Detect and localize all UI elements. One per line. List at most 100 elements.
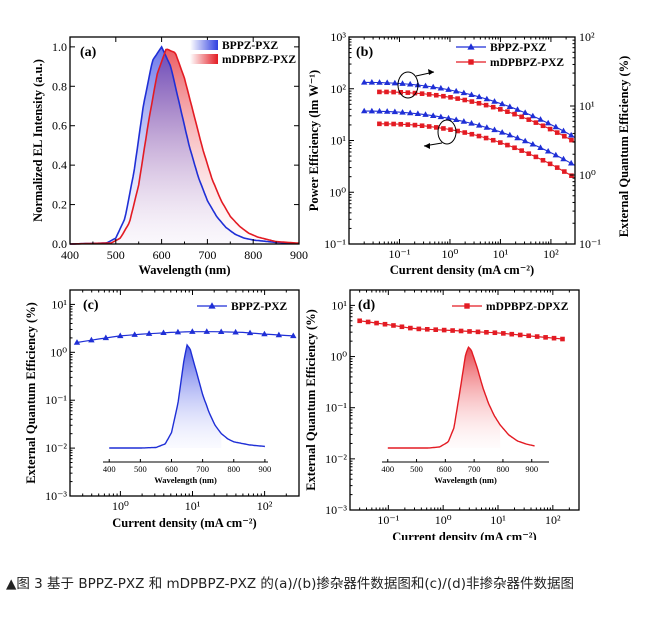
point-mDPBPZ-PXZ PE: [562, 169, 567, 174]
point-mDPBPZ-DPXZ: [391, 323, 396, 328]
inset-spectrum: [109, 343, 266, 449]
point-BPPZ-PXZ PE: [437, 113, 445, 120]
point-BPPZ-PXZ: [145, 330, 153, 336]
y-tick-label: 10¹: [51, 297, 67, 311]
y-tick-label: 10²: [330, 82, 346, 96]
point-BPPZ-PXZ PE: [537, 144, 544, 150]
y-tick-label: 10⁻³: [45, 489, 67, 503]
curve-mDPBPZ-PXZ PE: [379, 123, 576, 179]
legend-label: mDPBPZ-PXZ: [222, 54, 296, 66]
x-tick-label: 800: [244, 248, 262, 262]
legend-label: mDPBPZ-PXZ: [490, 57, 564, 69]
annotation-ellipse: [397, 71, 419, 99]
point-BPPZ-PXZ PE: [475, 122, 483, 128]
legend-label: mDPBPZ-DPXZ: [486, 301, 569, 313]
y-tick-label: 0.2: [52, 198, 67, 212]
y-tick-label-right: 10²: [579, 30, 595, 44]
y-tick-label-right: 10¹: [579, 99, 595, 113]
point-mDPBPZ-DPXZ: [534, 334, 540, 339]
plot-frame: [349, 289, 580, 511]
point-mDPBPZ-PXZ PE: [433, 125, 439, 130]
point-mDPBPZ-PXZ EQE: [455, 96, 460, 101]
x-axis-label: Wavelength (nm): [138, 263, 230, 277]
x-tick-label: 10⁰: [442, 247, 459, 261]
point-mDPBPZ-PXZ EQE: [377, 89, 382, 95]
point-BPPZ-PXZ EQE: [360, 78, 368, 85]
y-tick-label-right: 10⁻¹: [579, 237, 601, 251]
point-BPPZ-PXZ EQE: [406, 80, 414, 87]
point-BPPZ-PXZ: [246, 329, 254, 336]
point-BPPZ-PXZ PE: [360, 107, 368, 114]
y-tick-label: 10⁻²: [325, 452, 347, 466]
point-BPPZ-PXZ PE: [544, 147, 552, 154]
point-mDPBPZ-PXZ EQE: [398, 89, 404, 95]
inset-x-tick-label: 500: [410, 464, 423, 474]
point-mDPBPZ-PXZ EQE: [512, 111, 517, 117]
point-mDPBPZ-PXZ EQE: [505, 109, 510, 114]
point-BPPZ-PXZ EQE: [544, 119, 552, 126]
point-mDPBPZ-DPXZ: [416, 326, 422, 332]
point-mDPBPZ-PXZ EQE: [547, 126, 553, 132]
point-mDPBPZ-PXZ PE: [469, 131, 475, 137]
point-mDPBPZ-PXZ PE: [384, 121, 389, 127]
point-mDPBPZ-DPXZ: [551, 335, 557, 341]
point-BPPZ-PXZ EQE: [376, 79, 383, 85]
annotation-arrow-head: [424, 143, 430, 149]
panel-c: 400 500 600 700 800 900 Wavelength (nm) 10⁰ 10¹ 1…: [24, 289, 300, 530]
inset-x-tick-label: 800: [497, 464, 510, 474]
inset-area: [155, 345, 222, 448]
point-BPPZ-PXZ: [174, 328, 182, 335]
point-BPPZ-PXZ EQE: [399, 80, 406, 86]
point-mDPBPZ-PXZ EQE: [469, 99, 475, 104]
point-BPPZ-PXZ EQE: [391, 79, 399, 86]
panel-a: 400 500 600 700 800 900 0.0 0.2 0.4 0.6 0.8 1.0 Wave…: [31, 36, 308, 277]
point-mDPBPZ-PXZ EQE: [562, 133, 567, 139]
panel-label: (b): [356, 45, 373, 60]
point-BPPZ-PXZ: [88, 336, 95, 343]
point-BPPZ-PXZ EQE: [383, 79, 391, 85]
y-axis-label-right: External Quantum Efficiency (%): [617, 56, 631, 238]
point-mDPBPZ-PXZ PE: [391, 121, 396, 127]
point-BPPZ-PXZ EQE: [567, 131, 575, 138]
point-mDPBPZ-DPXZ: [501, 331, 506, 336]
point-mDPBPZ-PXZ PE: [426, 124, 432, 129]
legend-marker: [464, 303, 470, 309]
y-tick-label: 10³: [330, 30, 346, 44]
legend-swatch: [190, 54, 218, 64]
x-tick-label: 10¹: [493, 247, 509, 261]
point-mDPBPZ-DPXZ: [424, 327, 430, 332]
point-mDPBPZ-DPXZ: [458, 328, 464, 334]
point-mDPBPZ-PXZ EQE: [483, 102, 489, 108]
y-axis-label: Normalized EL Intensity (a.u.): [31, 59, 45, 222]
point-mDPBPZ-PXZ PE: [441, 126, 446, 131]
point-mDPBPZ-PXZ PE: [455, 128, 460, 134]
line-BPPZ-PXZ: [70, 45, 300, 245]
point-BPPZ-PXZ PE: [506, 131, 514, 138]
inset-x-tick-label: 900: [525, 464, 538, 474]
point-BPPZ-PXZ EQE: [429, 83, 437, 90]
y-axis-label: Power Efficiency (lm W⁻¹): [307, 70, 321, 211]
point-BPPZ-PXZ EQE: [452, 87, 460, 94]
legend-label: BPPZ-PXZ: [231, 301, 288, 313]
point-mDPBPZ-PXZ PE: [519, 148, 524, 153]
point-mDPBPZ-PXZ PE: [512, 145, 517, 151]
x-tick-label: 10²: [257, 499, 273, 513]
y-tick-label: 0.8: [52, 79, 67, 93]
y-tick-label: 10⁻³: [325, 503, 347, 517]
inset-x-axis-label: Wavelength (nm): [434, 475, 497, 485]
point-mDPBPZ-PXZ PE: [498, 140, 503, 145]
y-tick-label: 0.4: [52, 158, 67, 172]
point-BPPZ-PXZ PE: [460, 118, 468, 124]
x-tick-label: 500: [107, 248, 125, 262]
y-tick-label: 0.6: [52, 119, 67, 133]
point-mDPBPZ-PXZ PE: [547, 161, 553, 167]
point-BPPZ-PXZ: [102, 334, 110, 341]
point-BPPZ-PXZ PE: [399, 108, 406, 115]
y-tick-label: 0.0: [52, 237, 67, 251]
point-BPPZ-PXZ EQE: [483, 95, 491, 102]
point-mDPBPZ-PXZ EQE: [462, 97, 468, 103]
point-BPPZ-PXZ PE: [383, 108, 391, 114]
point-mDPBPZ-PXZ PE: [448, 127, 453, 132]
point-BPPZ-PXZ PE: [498, 129, 506, 135]
point-mDPBPZ-PXZ PE: [569, 173, 574, 178]
